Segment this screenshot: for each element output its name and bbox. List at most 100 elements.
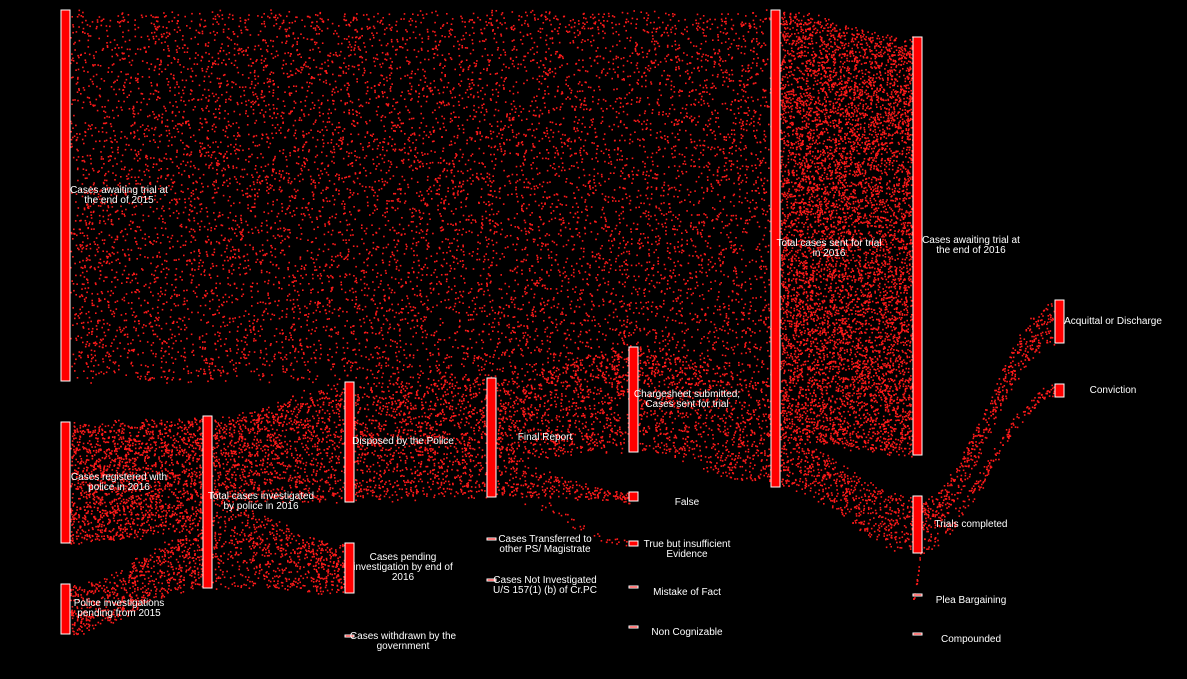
particle: [502, 128, 504, 131]
particle: [448, 286, 450, 288]
particle: [705, 58, 707, 61]
particle: [487, 184, 489, 186]
particle: [156, 29, 158, 31]
particle: [272, 283, 275, 286]
particle: [647, 68, 649, 71]
particle: [422, 165, 424, 168]
particle: [100, 78, 103, 80]
particle: [135, 230, 138, 233]
particle: [75, 358, 77, 361]
particle: [72, 238, 74, 240]
particle: [316, 154, 319, 157]
particle: [190, 228, 193, 230]
particle: [637, 341, 639, 344]
particle: [383, 314, 385, 317]
particle: [82, 327, 85, 329]
particle: [194, 140, 197, 142]
particle: [282, 178, 285, 180]
particle: [418, 377, 420, 379]
particle: [80, 322, 83, 324]
particle: [592, 39, 595, 42]
particle: [763, 234, 766, 237]
particle: [388, 24, 391, 26]
particle: [364, 82, 367, 84]
particle: [674, 265, 677, 267]
particle: [716, 169, 719, 171]
particle: [692, 292, 694, 295]
particle: [718, 63, 720, 65]
particle: [732, 311, 734, 314]
particle: [480, 226, 483, 228]
particle: [245, 100, 247, 103]
particle: [92, 148, 95, 150]
particle: [204, 348, 206, 350]
particle: [305, 158, 308, 160]
particle: [488, 61, 490, 63]
particle: [121, 210, 123, 213]
particle: [542, 205, 544, 208]
particle: [624, 47, 626, 49]
particle: [190, 67, 193, 70]
particle: [328, 310, 331, 313]
particle: [468, 252, 471, 255]
particle: [212, 30, 215, 33]
particle: [400, 159, 403, 162]
particle: [730, 18, 733, 21]
particle: [154, 65, 157, 68]
particle: [270, 39, 272, 42]
particle: [375, 57, 377, 60]
particle: [728, 178, 730, 180]
particle: [406, 366, 409, 368]
particle: [132, 110, 135, 112]
particle: [150, 63, 153, 65]
particle: [706, 134, 708, 136]
particle: [486, 354, 488, 356]
particle: [666, 319, 668, 322]
particle: [154, 355, 157, 358]
particle: [606, 358, 609, 361]
particle: [162, 218, 164, 220]
particle: [493, 153, 495, 156]
particle: [768, 167, 770, 169]
particle: [130, 76, 132, 79]
particle: [290, 92, 293, 94]
particle: [134, 135, 136, 138]
particle: [491, 326, 493, 328]
particle: [267, 282, 269, 285]
particle: [706, 245, 709, 248]
particle: [218, 211, 221, 214]
particle: [478, 201, 480, 204]
particle: [560, 234, 562, 237]
particle: [655, 151, 658, 154]
particle: [107, 218, 110, 221]
particle: [464, 358, 467, 360]
particle: [526, 14, 528, 17]
particle: [398, 148, 401, 151]
particle: [167, 35, 169, 37]
particle: [687, 262, 690, 265]
particle: [536, 346, 538, 348]
particle: [134, 77, 137, 79]
particle: [212, 17, 215, 20]
particle: [110, 202, 113, 205]
particle: [680, 289, 682, 292]
particle: [315, 14, 317, 16]
particle: [80, 219, 82, 222]
particle: [666, 140, 669, 142]
particle: [272, 80, 274, 82]
particle: [287, 229, 289, 231]
particle: [287, 295, 289, 297]
particle: [639, 139, 641, 142]
particle: [670, 121, 673, 123]
particle: [488, 238, 490, 240]
particle: [321, 289, 323, 292]
particle: [94, 354, 96, 357]
particle: [661, 330, 664, 332]
particle: [698, 158, 700, 161]
particle: [669, 269, 672, 272]
particle: [243, 356, 245, 359]
particle: [130, 64, 133, 66]
particle: [494, 349, 496, 352]
particle: [732, 122, 735, 124]
particle: [244, 26, 247, 28]
